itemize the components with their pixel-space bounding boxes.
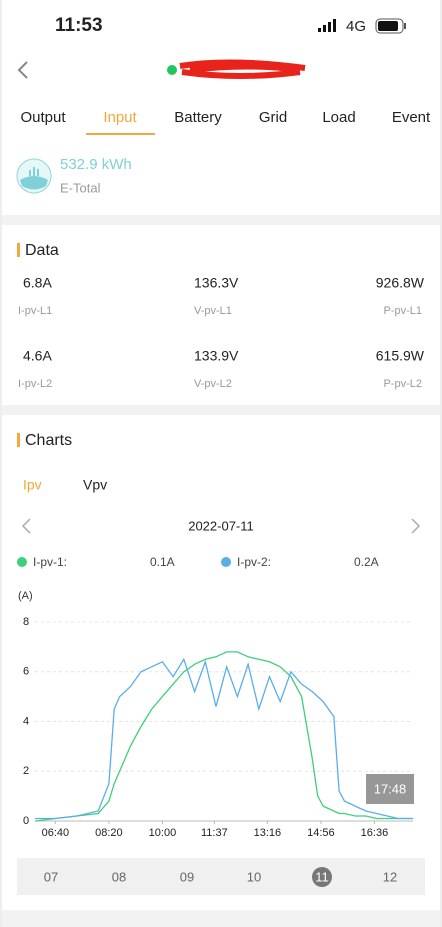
- tooltip-text: 17:48: [374, 781, 407, 796]
- x-tick-label: 10:00: [149, 827, 177, 839]
- energy-icon-bars: [29, 167, 39, 176]
- section-title: Data: [25, 242, 59, 259]
- divider: [2, 215, 440, 225]
- x-tick-label: 13:16: [254, 827, 282, 839]
- section-marker: [17, 433, 20, 447]
- tab[interactable]: Battery: [174, 109, 222, 126]
- legend-name: I-pv-1:: [33, 555, 67, 569]
- date-option[interactable]: 12: [383, 869, 397, 884]
- clock: 11:53: [55, 15, 103, 36]
- energy-label: E-Total: [60, 180, 101, 195]
- legend-value: 0.2A: [354, 555, 379, 569]
- legend-swatch: [221, 557, 231, 567]
- tab-indicator: [86, 133, 155, 135]
- x-tick-label: 11:37: [201, 827, 228, 839]
- selected-date: [312, 867, 332, 887]
- tab[interactable]: Grid: [259, 109, 287, 126]
- x-tick-label: 14:56: [307, 827, 335, 839]
- energy-value: 532.9 kWh: [60, 156, 132, 173]
- legend-value: 0.1A: [150, 555, 175, 569]
- tab[interactable]: Load: [322, 109, 355, 126]
- date-strip: [17, 858, 425, 895]
- x-tick-label: 16:36: [361, 827, 389, 839]
- y-tick-label: 6: [23, 666, 29, 678]
- date: 2022-07-11: [188, 518, 254, 533]
- divider: [2, 910, 440, 927]
- redaction: [179, 59, 306, 79]
- data-value: 615.9W: [376, 348, 425, 364]
- data-value: 4.6A: [23, 348, 52, 364]
- y-tick-label: 4: [23, 715, 29, 727]
- data-label: P-pv-L2: [383, 378, 422, 390]
- data-label: I-pv-L2: [18, 378, 52, 390]
- tab[interactable]: Output: [20, 109, 66, 126]
- section-title: Charts: [25, 432, 72, 449]
- y-tick-label: 2: [23, 765, 29, 777]
- date-option[interactable]: 11: [315, 869, 329, 884]
- tooltip: [366, 774, 414, 804]
- tab[interactable]: Event: [392, 109, 431, 126]
- prev-date[interactable]: [21, 518, 31, 534]
- date-option[interactable]: 09: [180, 869, 194, 884]
- data-value: 133.9V: [194, 348, 239, 364]
- data-label: I-pv-L1: [18, 305, 52, 317]
- divider: [2, 405, 440, 415]
- chart-tab[interactable]: Ipv: [23, 477, 42, 493]
- data-label: V-pv-L1: [194, 305, 232, 317]
- date-option[interactable]: 07: [44, 869, 58, 884]
- data-label: P-pv-L1: [383, 305, 422, 317]
- energy-icon-wave: [20, 176, 48, 190]
- data-label: V-pv-L2: [194, 378, 232, 390]
- section-marker: [17, 243, 20, 257]
- y-tick-label: 8: [23, 616, 29, 628]
- x-tick-label: 06:40: [42, 827, 70, 839]
- battery-icon: [375, 18, 406, 34]
- date-option[interactable]: 08: [112, 869, 126, 884]
- y-axis-label: (A): [18, 590, 33, 602]
- data-value: 136.3V: [194, 275, 239, 291]
- legend-name: I-pv-2:: [237, 555, 271, 569]
- series-line: [35, 657, 413, 820]
- date-option[interactable]: 10: [247, 869, 261, 884]
- data-value: 926.8W: [376, 275, 425, 291]
- x-tick-label: 08:20: [95, 827, 123, 839]
- tab[interactable]: Input: [103, 109, 137, 126]
- signal-icon: [318, 19, 336, 32]
- next-date[interactable]: [411, 518, 421, 534]
- series-line: [34, 651, 413, 822]
- back-button[interactable]: [17, 61, 28, 79]
- y-tick-label: 0: [23, 815, 29, 827]
- data-value: 6.8A: [23, 275, 52, 291]
- network: 4G: [346, 18, 366, 35]
- status-dot: [167, 65, 177, 75]
- chart-tab[interactable]: Vpv: [83, 477, 107, 493]
- legend-swatch: [17, 557, 27, 567]
